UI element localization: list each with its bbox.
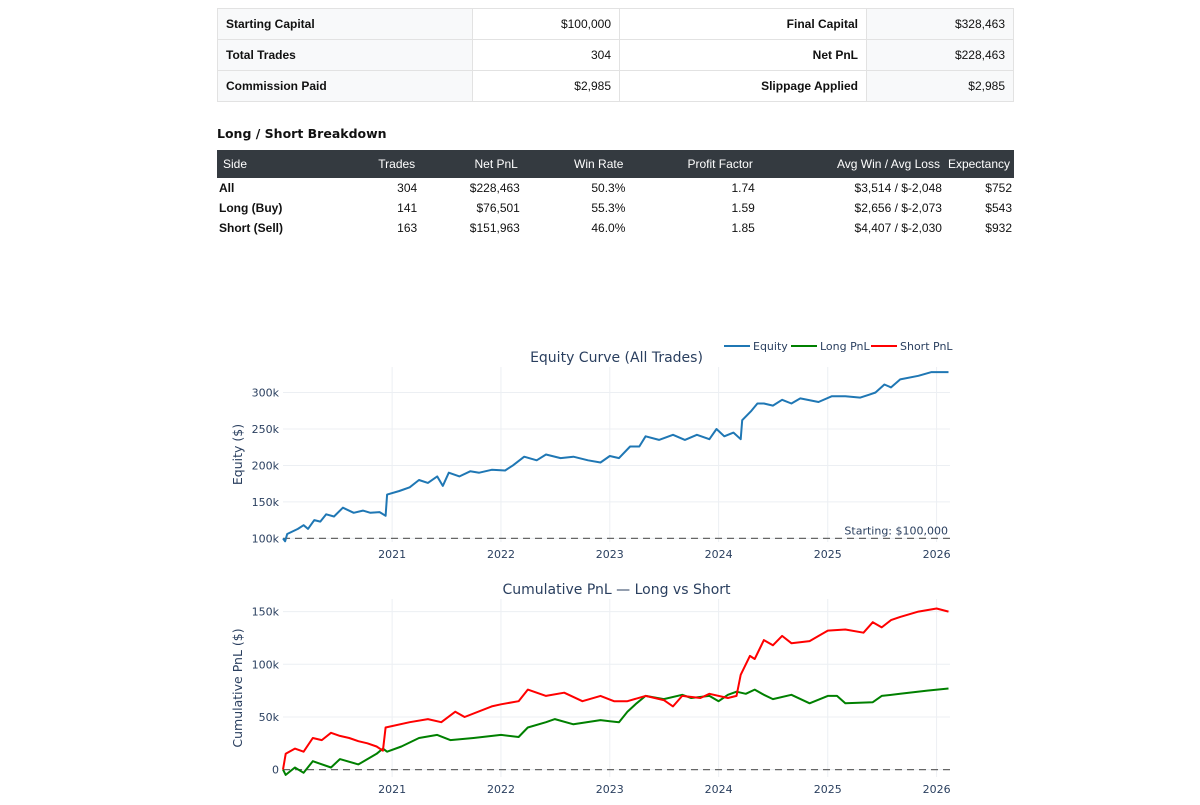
table-cell: 55.3% — [591, 201, 626, 215]
table-row: Long (Buy) 141 $76,501 55.3% 1.59 $2,656 / $-… — [217, 198, 1014, 218]
x-tick-label: 2021 — [378, 783, 406, 796]
column-header: Side — [217, 150, 342, 178]
table-cell: 304 — [397, 181, 418, 195]
table-cell: 163 — [397, 221, 418, 235]
chart-legend[interactable]: Equity Long PnL Short PnL — [724, 340, 953, 353]
cumulative-pnl-chart: 2021 2022 2023 2024 2025 2026 0 50k 100k 150k Cumu… — [230, 582, 951, 796]
summary-label: Final Capital — [619, 8, 867, 40]
x-tick-label: 2024 — [705, 783, 733, 796]
x-tick-label: 2026 — [923, 548, 951, 561]
table-cell: $752 — [985, 181, 1012, 195]
chart-title: Cumulative PnL — Long vs Short — [502, 582, 731, 598]
y-tick-label: 50k — [259, 711, 280, 724]
series-line-equity — [282, 371, 949, 543]
y-tick-label: 100k — [252, 532, 280, 545]
y-axis-label: Cumulative PnL ($) — [230, 628, 245, 747]
legend-label: Short PnL — [900, 340, 953, 353]
x-tick-label: 2026 — [923, 783, 951, 796]
y-tick-label: 100k — [252, 658, 280, 671]
y-axis-label: Equity ($) — [230, 424, 245, 485]
y-tick-label: 150k — [252, 496, 280, 509]
summary-label: Net PnL — [619, 39, 867, 71]
x-tick-label: 2023 — [596, 548, 624, 561]
column-header: Profit Factor — [627, 150, 757, 178]
y-tick-label: 200k — [252, 459, 280, 472]
table-cell: 1.59 — [731, 201, 755, 215]
legend-label: Equity — [753, 340, 788, 353]
breakdown-table: Side Trades Net PnL Win Rate Profit Factor Av… — [217, 150, 1014, 238]
charts-figure: Equity Long PnL Short PnL Starting: $100,0… — [230, 340, 953, 796]
column-header: Win Rate — [521, 150, 628, 178]
x-tick-label: 2025 — [814, 548, 842, 561]
summary-label: Commission Paid — [217, 70, 473, 102]
summary-value: $2,985 — [866, 70, 1014, 102]
summary-row: Commission Paid $2,985 Slippage Applied $2,… — [217, 70, 1014, 102]
y-tick-label: 300k — [252, 387, 280, 400]
x-tick-label: 2022 — [487, 548, 515, 561]
summary-value: 304 — [472, 39, 620, 71]
table-cell: $543 — [985, 201, 1012, 215]
column-header: Net PnL — [419, 150, 522, 178]
summary-table: Starting Capital $100,000 Final Capital $32… — [217, 8, 1014, 102]
table-cell: $228,463 — [469, 181, 520, 195]
breakdown-header-row: Side Trades Net PnL Win Rate Profit Factor Av… — [217, 150, 1014, 178]
y-tick-label: 150k — [252, 606, 280, 619]
table-cell: $151,963 — [469, 221, 520, 235]
summary-row: Total Trades 304 Net PnL $228,463 — [217, 39, 1014, 71]
x-tick-label: 2023 — [596, 783, 624, 796]
summary-label: Total Trades — [217, 39, 473, 71]
table-cell: Short (Sell) — [219, 221, 284, 235]
y-tick-label: 250k — [252, 423, 280, 436]
table-cell: 141 — [397, 201, 418, 215]
summary-label: Slippage Applied — [619, 70, 867, 102]
x-tick-label: 2025 — [814, 783, 842, 796]
table-row: All 304 $228,463 50.3% 1.74 $3,514 / $-2,048 $… — [217, 178, 1014, 198]
column-header: Expectancy — [943, 150, 1014, 178]
column-header: Trades — [341, 150, 420, 178]
series-line-long-pnl — [282, 687, 949, 776]
table-cell: $2,656 / $-2,073 — [854, 201, 942, 215]
table-cell: $76,501 — [476, 201, 520, 215]
summary-value: $228,463 — [866, 39, 1014, 71]
x-tick-label: 2024 — [705, 548, 733, 561]
equity-curve-chart: Starting: $100,000 2021 2022 2023 2024 2025 20… — [230, 350, 951, 561]
chart-title: Equity Curve (All Trades) — [530, 350, 703, 366]
summary-value: $100,000 — [472, 8, 620, 40]
column-header: Avg Win / Avg Loss — [756, 150, 944, 178]
legend-label: Long PnL — [820, 340, 871, 353]
table-cell: $932 — [985, 221, 1012, 235]
summary-value: $2,985 — [472, 70, 620, 102]
table-cell: $3,514 / $-2,048 — [854, 181, 942, 195]
table-row: Short (Sell) 163 $151,963 46.0% 1.85 $4,407 /… — [217, 218, 1014, 238]
summary-row: Starting Capital $100,000 Final Capital $32… — [217, 8, 1014, 40]
summary-label: Starting Capital — [217, 8, 473, 40]
table-cell: All — [219, 181, 235, 195]
table-cell: $4,407 / $-2,030 — [854, 221, 942, 235]
table-cell: Long (Buy) — [219, 201, 283, 215]
reference-label: Starting: $100,000 — [844, 524, 948, 537]
series-line-short-pnl — [282, 607, 949, 770]
table-cell: 50.3% — [591, 181, 626, 195]
table-cell: 1.85 — [731, 221, 755, 235]
table-cell: 1.74 — [731, 181, 755, 195]
breakdown-heading: Long / Short Breakdown — [217, 126, 387, 141]
summary-value: $328,463 — [866, 8, 1014, 40]
x-tick-label: 2022 — [487, 783, 515, 796]
x-tick-label: 2021 — [378, 548, 406, 561]
y-tick-label: 0 — [272, 764, 279, 777]
table-cell: 46.0% — [591, 221, 626, 235]
